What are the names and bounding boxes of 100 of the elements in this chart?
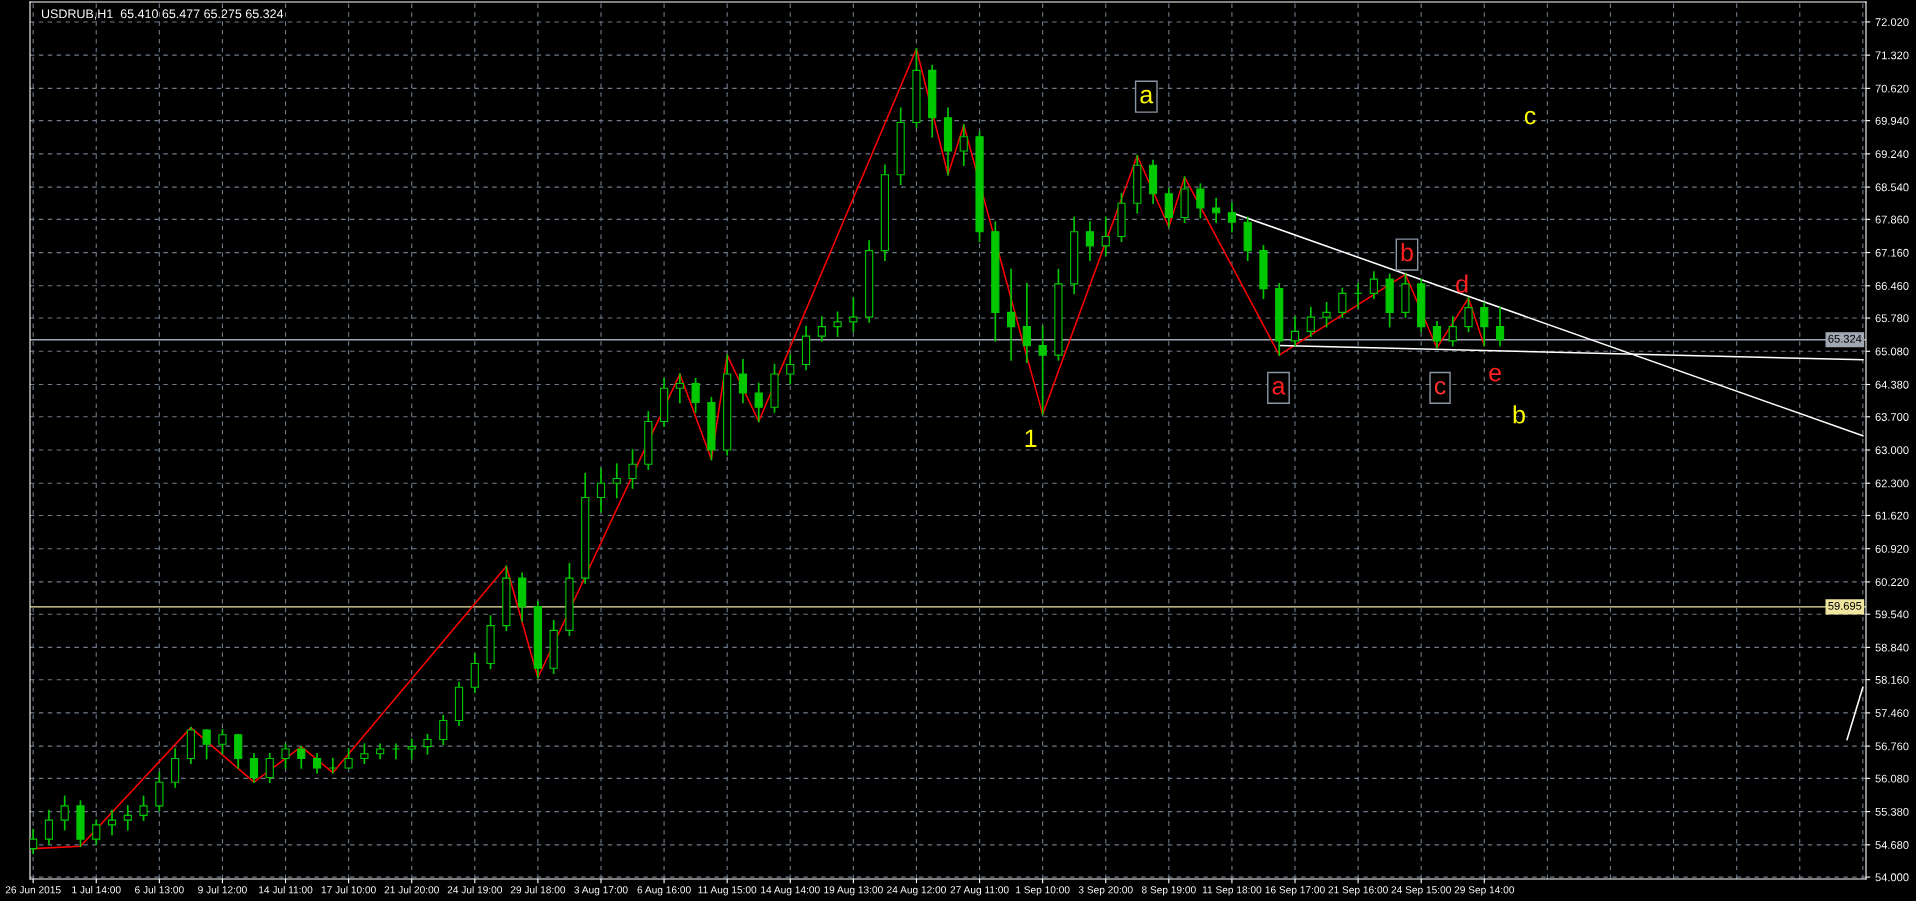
candlestick <box>30 828 38 855</box>
x-tick-label: 21 Jul 20:00 <box>384 885 439 894</box>
candlestick <box>1369 271 1378 299</box>
candlestick <box>360 743 369 765</box>
x-tick-label: 14 Aug 14:00 <box>761 886 820 896</box>
x-tick-label: 27 Aug 11:00 <box>950 886 1009 896</box>
candlestick <box>281 743 290 769</box>
candlestick <box>202 729 211 760</box>
candlestick <box>1164 188 1173 228</box>
y-tick-label: 68.540 <box>1875 183 1909 192</box>
candlestick <box>596 468 606 513</box>
ref-line-label: 65.324 <box>1828 334 1862 343</box>
y-tick-label: 60.220 <box>1875 578 1909 587</box>
x-tick-label: 21 Sep 16:00 <box>1328 886 1388 896</box>
y-tick-label: 58.840 <box>1875 643 1909 652</box>
annotation: 1 <box>1025 429 1037 447</box>
candlestick <box>1006 268 1016 361</box>
candlestick <box>60 795 69 831</box>
y-tick-label: 56.760 <box>1875 742 1909 751</box>
candlestick <box>139 795 148 821</box>
ref-line-label: 59.695 <box>1828 601 1862 610</box>
candlestick <box>218 729 227 755</box>
candlestick <box>786 354 795 385</box>
candlestick <box>423 733 432 755</box>
annotation: d <box>1456 274 1468 293</box>
x-tick-label: 29 Sep 14:00 <box>1454 886 1515 896</box>
candlestick <box>1480 302 1489 347</box>
x-tick-label: 26 Jun 2015 <box>5 886 61 894</box>
candlestick <box>439 714 448 746</box>
y-tick-label: 55.380 <box>1875 807 1909 816</box>
candlestick <box>1464 297 1473 333</box>
y-tick-label: 60.920 <box>1875 544 1909 553</box>
candlestick <box>1196 183 1205 219</box>
x-tick-label: 17 Jul 10:00 <box>321 885 376 894</box>
candlestick <box>1022 283 1031 364</box>
candlestick <box>849 297 858 333</box>
x-tick-label: 24 Aug 12:00 <box>887 886 946 896</box>
x-tick-label: 3 Aug 17:00 <box>574 886 628 896</box>
candlestick <box>1227 202 1237 233</box>
annotation: e <box>1489 367 1501 382</box>
y-tick-label: 67.160 <box>1875 248 1909 257</box>
candlestick <box>612 463 621 499</box>
x-tick-label: 1 Jul 14:00 <box>72 885 121 894</box>
candlestick <box>470 653 479 693</box>
annotation: a <box>1272 380 1286 395</box>
y-tick-label: 54.680 <box>1875 841 1909 849</box>
candlestick <box>344 748 353 769</box>
text: USDRUB,H1 65.410 65.477 65.275 65.324 <box>41 9 284 20</box>
x-tick-label: 8 Sep 19:00 <box>1141 886 1196 896</box>
y-tick-label: 54.000 <box>1875 873 1909 882</box>
candlestick <box>1038 325 1047 416</box>
x-tick-label: 24 Sep 15:00 <box>1391 886 1451 896</box>
annotation: b <box>1401 242 1413 262</box>
y-tick-label: 62.300 <box>1875 479 1909 488</box>
candlestick <box>234 733 243 769</box>
y-tick-label: 71.320 <box>1875 51 1909 60</box>
x-tick-label: 3 Sep 20:00 <box>1078 886 1133 896</box>
x-tick-label: 19 Aug 13:00 <box>824 886 883 896</box>
candlestick <box>123 805 132 831</box>
candlestick <box>44 809 54 845</box>
y-tick-label: 66.460 <box>1875 282 1909 290</box>
y-tick-label: 59.540 <box>1875 610 1909 619</box>
candlestick <box>92 819 101 845</box>
candlestick <box>833 311 842 337</box>
annotation: c <box>1524 110 1536 125</box>
candlestick <box>1101 216 1110 257</box>
x-tick-label: 9 Jul 12:00 <box>198 885 247 894</box>
candlestick <box>675 373 684 404</box>
annotation: c <box>1434 380 1446 395</box>
candlestick <box>1448 316 1457 347</box>
candlestick <box>107 809 117 836</box>
y-tick-label: 70.620 <box>1875 84 1909 93</box>
candlestick <box>691 377 700 413</box>
x-tick-label: 11 Sep 18:00 <box>1202 886 1262 896</box>
x-tick-label: 6 Aug 16:00 <box>637 886 691 896</box>
y-tick-label: 67.860 <box>1875 215 1909 224</box>
y-tick-label: 65.080 <box>1875 347 1909 356</box>
candlestick <box>297 745 306 769</box>
x-tick-label: 6 Jul 13:00 <box>135 885 184 894</box>
y-tick-label: 63.700 <box>1875 413 1909 421</box>
x-tick-label: 11 Aug 15:00 <box>698 886 757 896</box>
y-tick-label: 61.620 <box>1875 511 1909 520</box>
candlestick <box>817 316 826 342</box>
candlestick <box>959 124 968 167</box>
candlestick <box>1306 306 1315 337</box>
candlestick <box>407 738 416 760</box>
candlestick <box>754 382 763 423</box>
annotation: b <box>1513 405 1525 424</box>
y-tick-label: 69.240 <box>1875 150 1909 158</box>
candlestick <box>1322 302 1331 328</box>
x-tick-label: 24 Jul 19:00 <box>447 885 503 894</box>
candlestick <box>265 752 274 784</box>
candlestick <box>249 752 259 784</box>
candlestick <box>1495 306 1505 347</box>
y-tick-label: 57.460 <box>1875 709 1909 718</box>
x-tick-label: 16 Sep 17:00 <box>1265 886 1325 896</box>
candlestick <box>1432 321 1442 349</box>
candlestick <box>628 449 637 489</box>
y-tick-label: 69.940 <box>1875 116 1909 125</box>
y-tick-label: 64.380 <box>1875 380 1909 389</box>
